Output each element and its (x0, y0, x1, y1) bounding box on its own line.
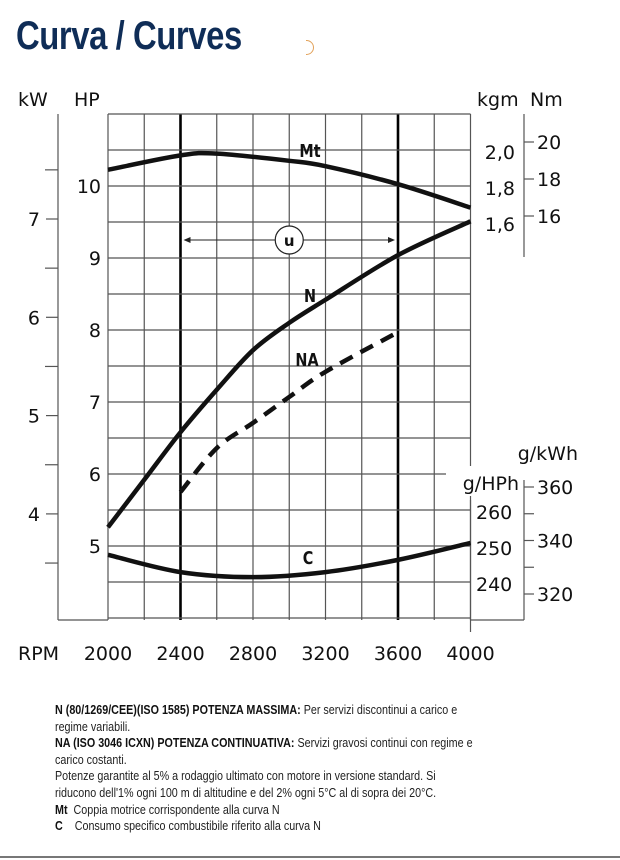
curve-label-na: NA (295, 349, 319, 370)
note-text: carico costanti. (55, 752, 127, 767)
hp-tick-label: 9 (89, 248, 101, 270)
hp-tick-label: 6 (89, 464, 101, 486)
page-title: Curva / Curves (16, 14, 242, 58)
kw-tick-label: 7 (28, 209, 40, 231)
curve-mt (107, 150, 472, 210)
arrow-right-icon (388, 237, 395, 243)
kgm-tick-label: 1,6 (485, 214, 515, 236)
footnotes: N (80/1269/CEE)(ISO 1585) POTENZA MASSIM… (55, 702, 571, 835)
bottom-divider (0, 856, 620, 858)
operating-range-label: u (284, 232, 295, 250)
x-tick-label: 4000 (446, 643, 494, 665)
x-tick-label: 2400 (156, 643, 204, 665)
nm-tick-label: 16 (537, 206, 561, 228)
hp-tick-label: 8 (89, 320, 101, 342)
note-line: NA (ISO 3046 ICXN) POTENZA CONTINUATIVA:… (55, 735, 571, 752)
kgm-tick-label: 1,8 (485, 178, 515, 200)
gkwh-tick-label: 320 (537, 584, 573, 606)
x-tick-label: 2000 (84, 643, 132, 665)
note-term: Mt (55, 802, 68, 817)
kgm-tick-label: 2,0 (485, 142, 515, 164)
nm-axis-label: Nm (530, 89, 563, 111)
kw-tick-label: 6 (28, 307, 40, 329)
gkwh-axis-label: g/kWh (518, 443, 578, 465)
arrow-left-icon (183, 237, 191, 243)
note-term: NA (ISO 3046 ICXN) POTENZA CONTINUATIVA: (55, 736, 295, 751)
ghph-tick-label: 250 (476, 538, 512, 560)
curve-n (106, 219, 472, 529)
note-text: Servizi gravosi continui con regime e (294, 736, 473, 751)
note-term: N (80/1269/CEE)(ISO 1585) POTENZA MASSIM… (55, 703, 301, 717)
x-axis-label: RPM (18, 643, 59, 665)
curve-label-mt: Mt (299, 140, 320, 161)
x-tick-label: 2800 (229, 643, 277, 665)
note-text: Consumo specifico combustibile riferito … (62, 819, 321, 834)
operating-range-circle (274, 225, 304, 255)
curve-label-c: C (303, 547, 314, 568)
nm-tick-label: 18 (537, 169, 561, 191)
note-text: Per servizi discontinui a carico e (300, 703, 458, 717)
note-text: regime variabili. (55, 719, 131, 734)
x-tick-label: 3200 (301, 643, 349, 665)
gkwh-tick-label: 360 (537, 477, 573, 499)
ghph-tick-label: 260 (476, 502, 512, 524)
gkwh-tick-label: 340 (537, 531, 573, 553)
note-term: C (55, 819, 63, 834)
note-line: riducono dell'1% ogni 100 m di altitudin… (55, 785, 571, 802)
curve-c (107, 540, 472, 580)
kw-tick-label: 4 (28, 504, 40, 526)
nm-tick-label: 20 (537, 132, 561, 154)
note-text: Potenze garantite al 5% a rodaggio ultim… (55, 769, 436, 784)
note-line: N (80/1269/CEE)(ISO 1585) POTENZA MASSIM… (55, 702, 571, 719)
x-tick-label: 3600 (374, 643, 422, 665)
note-line: Potenze garantite al 5% a rodaggio ultim… (55, 768, 571, 785)
hp-tick-label: 10 (77, 176, 101, 198)
hp-axis-label: HP (74, 89, 100, 111)
note-text: Coppia motrice corrispondente alla curva… (67, 802, 280, 817)
note-line: C Consumo specifico combustibile riferit… (55, 818, 571, 835)
hp-tick-label: 5 (89, 536, 101, 558)
note-line: regime variabili. (55, 719, 571, 736)
engine-curves-chart: 7 6 5 4 10 9 8 7 6 5 kW HP 2,0 1,8 1,6 20 18 16 kgm Nm 360 34… (18, 89, 578, 665)
hp-tick-label: 7 (89, 392, 101, 414)
note-line: Mt Coppia motrice corrispondente alla cu… (55, 802, 571, 819)
label-backdrop (446, 466, 522, 496)
note-text: riducono dell'1% ogni 100 m di altitudin… (55, 785, 437, 800)
ghph-tick-label: 240 (476, 574, 512, 596)
note-line: carico costanti. (55, 752, 571, 769)
curve-label-n: N (304, 285, 316, 306)
kw-axis-label: kW (18, 89, 48, 111)
kgm-axis-label: kgm (477, 89, 519, 111)
curve-na (178, 330, 400, 494)
kw-tick-label: 5 (28, 406, 40, 428)
ghph-axis-label: g/HPh (463, 473, 519, 495)
